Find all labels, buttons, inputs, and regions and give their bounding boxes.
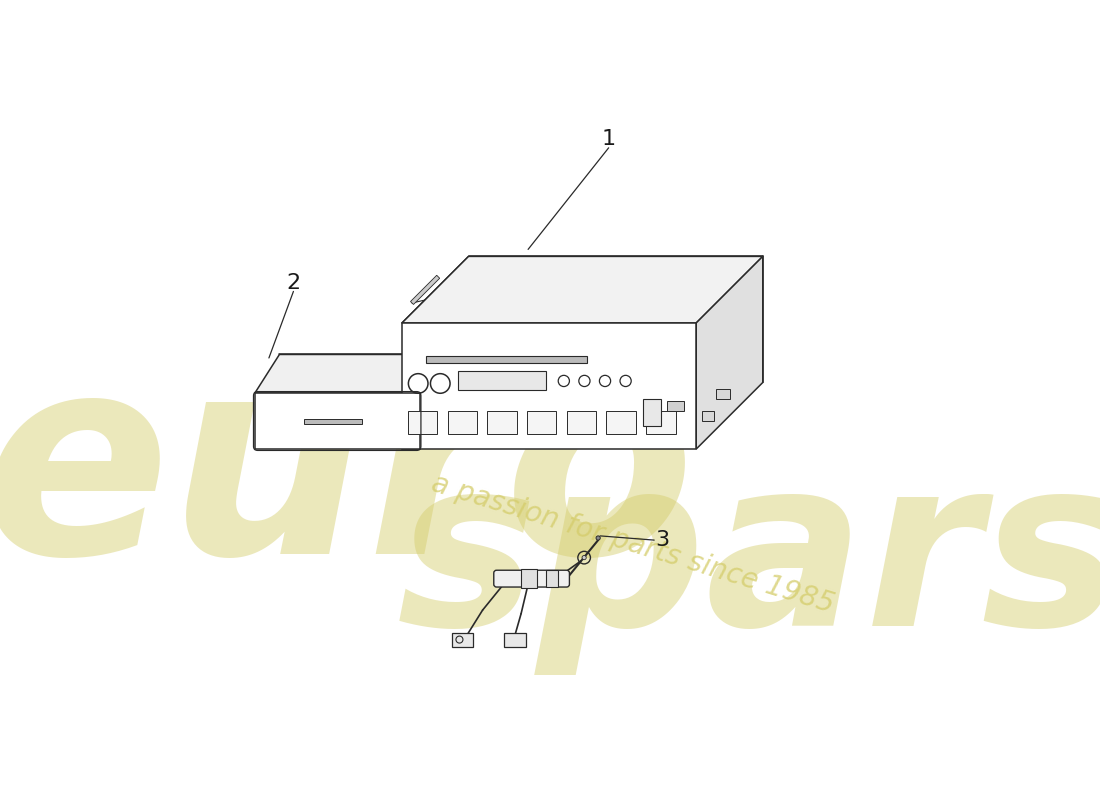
Bar <box>426 356 587 363</box>
Bar <box>646 411 675 434</box>
Polygon shape <box>402 323 696 449</box>
Bar <box>606 411 636 434</box>
Bar <box>644 398 661 426</box>
Text: spars: spars <box>396 447 1100 675</box>
Polygon shape <box>419 354 444 449</box>
Bar <box>546 570 558 587</box>
Bar <box>410 275 440 305</box>
Bar <box>566 411 596 434</box>
Text: 2: 2 <box>286 273 300 293</box>
Bar <box>452 633 473 646</box>
Bar <box>458 371 547 390</box>
Circle shape <box>596 536 601 540</box>
Polygon shape <box>255 354 444 393</box>
Bar <box>448 411 477 434</box>
Bar <box>702 411 714 422</box>
Bar <box>305 419 362 424</box>
Bar <box>527 411 557 434</box>
Bar <box>667 401 684 411</box>
Bar <box>716 389 730 398</box>
Polygon shape <box>696 256 762 449</box>
Bar <box>408 411 438 434</box>
Bar <box>504 633 526 646</box>
Polygon shape <box>402 256 762 323</box>
Polygon shape <box>255 393 419 449</box>
Bar <box>487 411 517 434</box>
Text: 3: 3 <box>656 530 670 550</box>
FancyBboxPatch shape <box>494 570 570 587</box>
Text: 1: 1 <box>602 130 616 150</box>
Circle shape <box>582 555 586 560</box>
Text: euro: euro <box>0 342 696 612</box>
Bar <box>521 569 537 589</box>
Text: a passion for parts since 1985: a passion for parts since 1985 <box>428 469 838 618</box>
